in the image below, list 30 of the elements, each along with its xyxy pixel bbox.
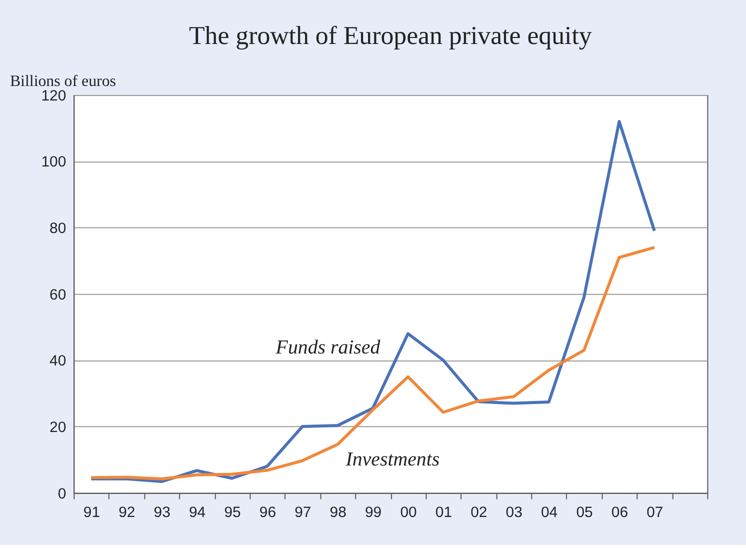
y-tick-label: 100 xyxy=(41,154,66,171)
chart-title: The growth of European private equity xyxy=(188,21,592,50)
x-tick-label: 05 xyxy=(576,504,593,522)
annotation: Investments xyxy=(344,448,440,471)
x-tick-label: 91 xyxy=(83,504,100,522)
x-tick-label: 94 xyxy=(189,504,206,522)
x-tick-label: 96 xyxy=(259,504,276,522)
x-tick-label: 92 xyxy=(118,504,136,522)
x-tick-label: 06 xyxy=(611,504,628,522)
x-tick-label: 00 xyxy=(400,504,417,522)
y-tick-label: 60 xyxy=(50,286,66,304)
x-tick-label: 02 xyxy=(470,504,488,522)
annotation: Funds raised xyxy=(274,336,380,359)
y-tick-label: 0 xyxy=(58,485,66,502)
x-tick-label: 99 xyxy=(365,504,382,522)
x-tick-label: 97 xyxy=(294,504,312,522)
line-series xyxy=(90,120,656,484)
y-tick-label: 120 xyxy=(41,87,66,104)
line-series xyxy=(90,246,656,480)
x-tick-label: 95 xyxy=(224,504,241,522)
y-tick-label: 20 xyxy=(50,418,66,436)
y-tick-label: 40 xyxy=(50,352,66,370)
x-tick-label: 07 xyxy=(646,504,664,522)
x-tick-label: 01 xyxy=(435,504,452,522)
x-tick-label: 04 xyxy=(541,504,558,522)
y-tick-label: 80 xyxy=(50,220,66,238)
x-tick-label: 98 xyxy=(330,504,346,522)
y-axis-title: Billions of euros xyxy=(10,73,116,90)
x-tick-label: 03 xyxy=(506,504,522,522)
x-tick-label: 93 xyxy=(154,504,170,522)
